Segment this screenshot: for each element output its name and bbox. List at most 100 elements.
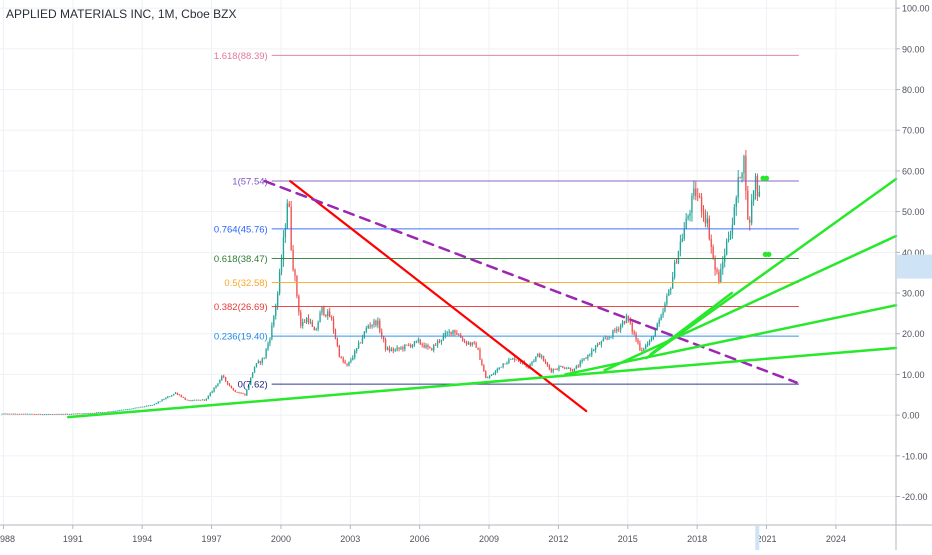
candle-body: [654, 330, 657, 337]
candle-body: [417, 339, 420, 341]
candle-body: [176, 392, 179, 395]
candle-body: [329, 311, 331, 317]
candle-body: [111, 411, 113, 413]
candle-body: [163, 399, 165, 401]
candle-body: [396, 347, 398, 350]
candle-body: [519, 360, 522, 363]
candle-body: [577, 366, 579, 367]
candle-body: [741, 173, 743, 178]
candle-body: [490, 374, 493, 376]
candle-body: [465, 341, 468, 345]
candle-body: [234, 390, 236, 392]
candle-body: [658, 320, 660, 324]
trendline-green-support-long: [66, 346, 898, 419]
candle-body: [45, 414, 48, 416]
fib-level-label: 0.382(26.69): [214, 302, 268, 313]
candle-body: [668, 290, 670, 296]
y-tick-label: -10.00: [902, 451, 928, 461]
candle-body: [718, 271, 720, 283]
x-tick-label: 1994: [132, 534, 152, 544]
candle-body: [616, 328, 618, 331]
fib-level-label: 0.618(38.47): [214, 254, 268, 265]
candle-body: [93, 412, 96, 414]
candle-body: [151, 404, 154, 406]
candle-body: [662, 311, 664, 316]
candle-body: [618, 328, 620, 330]
candle-body: [263, 357, 265, 359]
candle-body: [529, 364, 531, 368]
candle-body: [346, 363, 348, 366]
candle-body: [673, 262, 676, 277]
candle-body: [323, 307, 325, 315]
candle-body: [535, 356, 537, 361]
candle-body: [41, 414, 44, 416]
candle-body: [57, 414, 59, 415]
candle-body: [117, 410, 119, 412]
candle-body: [729, 234, 732, 239]
candle-body: [702, 211, 705, 215]
candle-body: [122, 409, 125, 411]
candle-body: [587, 354, 589, 359]
candle-body: [637, 339, 639, 344]
x-tick-label: 2003: [340, 534, 360, 544]
candle-body: [330, 316, 333, 319]
candle-body: [261, 358, 263, 363]
candle-body: [236, 391, 238, 393]
candle-body: [269, 339, 271, 344]
candle-body: [43, 414, 46, 416]
candle-body: [394, 349, 396, 351]
candle-body: [7, 413, 9, 415]
candle-body: [722, 261, 724, 270]
y-tick-label: 0.00: [902, 411, 920, 421]
candle-body: [105, 412, 107, 413]
candle-body: [614, 330, 616, 331]
x-tick-label: 2000: [271, 534, 291, 544]
y-tick-label: 20.00: [902, 329, 925, 339]
candle-body: [754, 176, 757, 191]
candle-body: [130, 408, 132, 410]
candle-body: [436, 341, 439, 345]
candle-body: [286, 203, 288, 228]
candle-body: [461, 337, 464, 341]
candle-body: [203, 399, 206, 401]
x-tick-label: 2024: [826, 534, 846, 544]
candle-body: [300, 312, 302, 326]
candle-body: [313, 326, 315, 331]
candle-body: [72, 413, 75, 415]
candle-body: [569, 368, 572, 371]
candle-body: [88, 413, 90, 414]
candle-body: [70, 414, 73, 415]
candle-body: [147, 405, 150, 407]
candle-body: [600, 341, 603, 345]
candle-body: [596, 343, 599, 347]
fib-level-label: 1.618(88.39): [214, 51, 268, 62]
candle-body: [382, 335, 385, 340]
candle-body: [510, 359, 512, 361]
candle-body: [566, 368, 568, 370]
candle-body: [384, 339, 387, 350]
candle-body: [585, 358, 587, 360]
candle-body: [90, 413, 92, 414]
candle-body: [207, 395, 209, 399]
candle-body: [194, 399, 196, 401]
candle-body: [693, 188, 695, 196]
x-tick-label: 988: [0, 534, 15, 544]
candle-body: [244, 393, 246, 396]
candle-body: [515, 359, 518, 361]
price-axis-highlight: [897, 254, 932, 279]
time-axis-highlight: [755, 526, 760, 550]
candle-body: [606, 338, 608, 340]
candle-body: [32, 413, 34, 415]
candle-body: [377, 320, 379, 326]
candle-body: [18, 413, 21, 415]
candle-body: [467, 342, 470, 345]
candle-body: [86, 413, 88, 414]
fib-level-label: 1(57.54): [232, 176, 267, 187]
candle-body: [317, 322, 319, 330]
candle-body: [250, 377, 252, 385]
candle-body: [309, 321, 312, 323]
candle-body: [145, 405, 148, 407]
